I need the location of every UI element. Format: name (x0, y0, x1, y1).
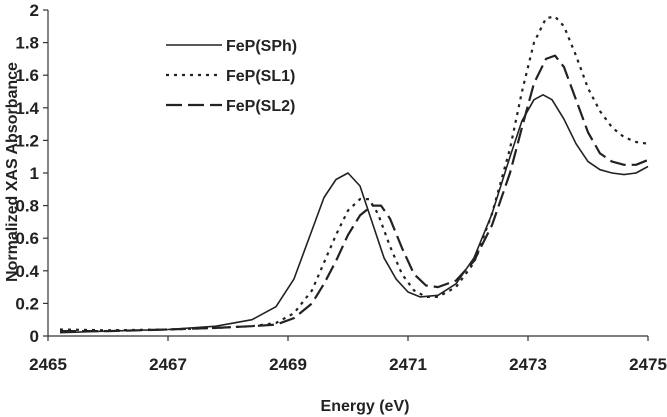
y-tick-label: 1.4 (15, 99, 39, 118)
x-tick-label: 2475 (629, 355, 667, 374)
x-tick-label: 2465 (29, 355, 67, 374)
y-axis-ticks: 0 0.2 0.4 0.6 0.8 1 1.2 1.4 1.6 1.8 2 (15, 1, 48, 346)
y-tick-label: 0.8 (15, 197, 39, 216)
y-tick-label: 0 (30, 327, 39, 346)
y-tick-label: 0.2 (15, 294, 39, 313)
y-tick-label: 2 (30, 1, 39, 20)
legend-label: FeP(SPh) (226, 38, 297, 55)
y-tick-label: 1 (30, 164, 39, 183)
x-tick-label: 2469 (269, 355, 307, 374)
y-tick-label: 1.6 (15, 66, 39, 85)
x-axis-title: Energy (eV) (321, 398, 410, 415)
y-tick-label: 0.4 (15, 262, 39, 281)
legend: FeP(SPh) FeP(SL1) FeP(SL2) (166, 38, 297, 115)
x-tick-label: 2467 (149, 355, 187, 374)
x-tick-label: 2473 (509, 355, 547, 374)
y-tick-label: 0.6 (15, 229, 39, 248)
y-tick-label: 1.8 (15, 34, 39, 53)
y-axis-title: Normalized XAS Absorbance (4, 62, 21, 282)
x-tick-label: 2471 (389, 355, 427, 374)
legend-label: FeP(SL2) (226, 98, 295, 115)
series-line (59, 94, 649, 334)
x-axis-ticks: 2465 2467 2469 2471 2473 2475 (29, 336, 667, 374)
y-tick-label: 1.2 (15, 131, 39, 150)
legend-label: FeP(SL1) (226, 68, 295, 85)
series-line (59, 15, 649, 332)
series-line (60, 54, 649, 333)
series-lines (59, 15, 649, 334)
